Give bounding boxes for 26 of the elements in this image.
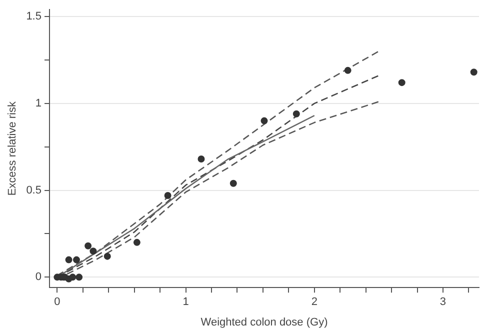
- point: [260, 117, 268, 124]
- y-tick-label: 1: [35, 97, 42, 110]
- x-tick-label: 0: [54, 296, 60, 308]
- point: [65, 256, 72, 264]
- point: [104, 252, 111, 260]
- point: [84, 242, 92, 250]
- point: [133, 238, 140, 246]
- point: [292, 110, 300, 118]
- point: [398, 79, 406, 86]
- y-tick-label: 1.5: [26, 10, 42, 23]
- point: [69, 274, 76, 281]
- point: [90, 248, 97, 255]
- x-tick-label: 3: [440, 296, 446, 308]
- point: [198, 156, 205, 163]
- y-tick-label: 0.5: [26, 184, 42, 196]
- y-tick-label: 0: [35, 271, 42, 284]
- point: [76, 274, 83, 281]
- x-axis-title: Weighted colon dose (Gy): [200, 316, 328, 328]
- point: [344, 66, 352, 74]
- point: [230, 180, 237, 187]
- point: [470, 68, 478, 76]
- x-tick-label: 2: [311, 296, 318, 308]
- x-tick-label: 1: [182, 296, 189, 308]
- y-axis-title: Excess relative risk: [6, 101, 19, 196]
- point: [164, 192, 172, 200]
- point: [72, 256, 80, 264]
